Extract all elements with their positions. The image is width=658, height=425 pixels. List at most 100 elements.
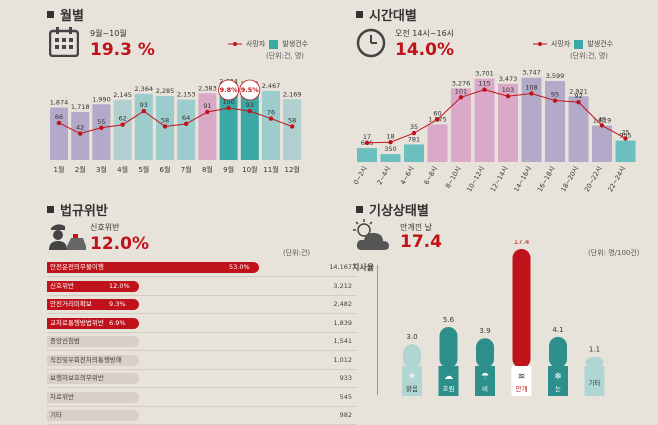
deaths-label: 103 (502, 86, 514, 94)
month-bar (240, 88, 259, 160)
hour-tick-label: 16~18시 (536, 165, 557, 193)
deaths-label: 92 (574, 92, 582, 100)
month-bar (92, 104, 111, 160)
violation-label: 교차로통행방법위반 (50, 318, 104, 327)
hour-bar-label: 350 (384, 145, 396, 153)
month-bar-label: 2,169 (283, 90, 302, 98)
weather-tick-label: 안개 (516, 384, 528, 393)
weather-bar (403, 344, 421, 368)
hourly-title: 시간대별 (356, 5, 417, 24)
hourly-legend: 사망자 발생건수 (533, 39, 613, 49)
violation-row: 안전운전의무불이행 53.0% 14,167 (47, 262, 357, 277)
hour-bar (357, 148, 377, 162)
deaths-label: 49 (598, 115, 606, 123)
violation-divider (47, 331, 357, 333)
hour-bar (568, 96, 589, 162)
deaths-label: 108 (525, 84, 537, 92)
deaths-point (529, 91, 534, 96)
month-bar-label: 2,153 (177, 91, 196, 99)
deaths-label: 25 (621, 128, 629, 136)
deaths-label: 93 (246, 101, 254, 109)
violation-value: 545 (339, 392, 352, 401)
month-bar (219, 86, 238, 160)
title-square-icon (356, 11, 363, 18)
month-tick-label: 11월 (263, 165, 278, 174)
violation-divider (47, 368, 357, 370)
violation-label: 신호위반 (50, 281, 74, 290)
deaths-label: 35 (410, 123, 418, 131)
month-tick-label: 7월 (181, 165, 192, 174)
hourly-percent: 14.0% (395, 40, 454, 60)
month-bar (198, 93, 217, 160)
violation-value: 2,482 (333, 300, 352, 308)
calendar-icon (49, 27, 79, 57)
violation-value: 1,839 (333, 318, 352, 327)
month-bar (134, 93, 153, 160)
legend-deaths: 사망자 (246, 40, 266, 48)
violation-row: 차로위반 545 (47, 391, 357, 407)
title-square-icon (47, 206, 54, 213)
hour-bar-label: 3,747 (522, 69, 541, 77)
month-tick-label: 9월 (223, 165, 234, 174)
violation-label: 차로위반 (50, 392, 74, 401)
monthly-chart: 1,874 1월 1,718 2월 1,990 3월 2,145 4월 2,364 5월 2,285… (50, 78, 302, 174)
hourly-chart: 6160~2시3502~4시7814~6시1,6756~8시3,2768~10시… (352, 69, 636, 193)
weather-icon-tile (511, 366, 532, 396)
hour-tick-label: 10~12시 (465, 165, 486, 193)
violation-percent-label: 6.9% (109, 318, 126, 327)
legend-deaths: 사망자 (551, 40, 571, 48)
month-bar-label: 1,874 (50, 99, 69, 107)
month-bar-label: 2,467 (262, 82, 281, 90)
violation-row: 신호위반 12.0% 3,212 (47, 280, 357, 296)
weather-value-label: 3.0 (406, 333, 417, 341)
violation-bar (47, 299, 139, 310)
weather-unit: (단위: 명/100건) (588, 249, 640, 257)
deaths-label: 101 (455, 87, 467, 95)
cloud-sun-icon (353, 219, 389, 250)
deaths-point (411, 130, 417, 136)
violation-row: 보행자보호의무위반 933 (47, 373, 357, 388)
monthly-legend: 사망자 발생건수 (228, 39, 308, 49)
deaths-label: 115 (478, 80, 490, 88)
deaths-point (184, 121, 189, 127)
deaths-point (290, 124, 295, 129)
month-bar-label: 1,990 (92, 95, 111, 103)
month-tick-label: 10월 (242, 165, 257, 174)
violation-title: 법규위반 (47, 200, 108, 219)
violation-row: 교차로통행방법위반 6.9% 1,839 (47, 317, 357, 333)
weather-value-label: 1.1 (589, 346, 600, 354)
deaths-point (388, 140, 393, 145)
violation-value: 982 (339, 411, 352, 419)
weather-bar (476, 338, 494, 368)
violation-bar (47, 354, 139, 366)
violation-title-text: 법규위반 (60, 204, 108, 219)
violation-divider (47, 313, 357, 314)
weather-sub: 안개낀 날 (400, 223, 432, 232)
deaths-point (435, 117, 440, 122)
deaths-point (205, 109, 210, 115)
hourly-unit: (단위:건, 명) (570, 52, 609, 60)
legend-line-icon (228, 42, 242, 46)
deaths-label: 66 (55, 113, 63, 121)
violation-divider (47, 350, 357, 351)
hour-tick-label: 8~10시 (444, 165, 463, 190)
hourly-title-text: 시간대별 (369, 9, 417, 24)
deaths-label: 93 (140, 101, 148, 109)
title-square-icon (47, 11, 54, 18)
violation-bar (47, 262, 259, 273)
clock-icon (356, 28, 386, 58)
deaths-point (268, 116, 274, 121)
deaths-label: 42 (76, 124, 84, 132)
violation-label: 중앙선침범 (50, 337, 80, 345)
hour-tick-label: 6~8시 (422, 165, 439, 186)
deaths-point (623, 136, 628, 141)
legend-swatch (574, 39, 584, 49)
violation-bar (47, 391, 139, 403)
hour-tick-label: 2~4시 (375, 165, 392, 186)
weather-chart: 3.0 ☀ 맑음 5.6 ☁ 흐림 3.9 ☂ 비 17.4 ≋ 안개 4.1 ❄ 눈 1.1 기타 (402, 240, 605, 396)
deaths-point (162, 124, 168, 129)
monthly-unit: (단위:건, 명) (266, 52, 305, 60)
weather-tick-label: 기타 (589, 378, 601, 387)
hour-bar (498, 83, 518, 162)
hour-bar (615, 140, 636, 162)
